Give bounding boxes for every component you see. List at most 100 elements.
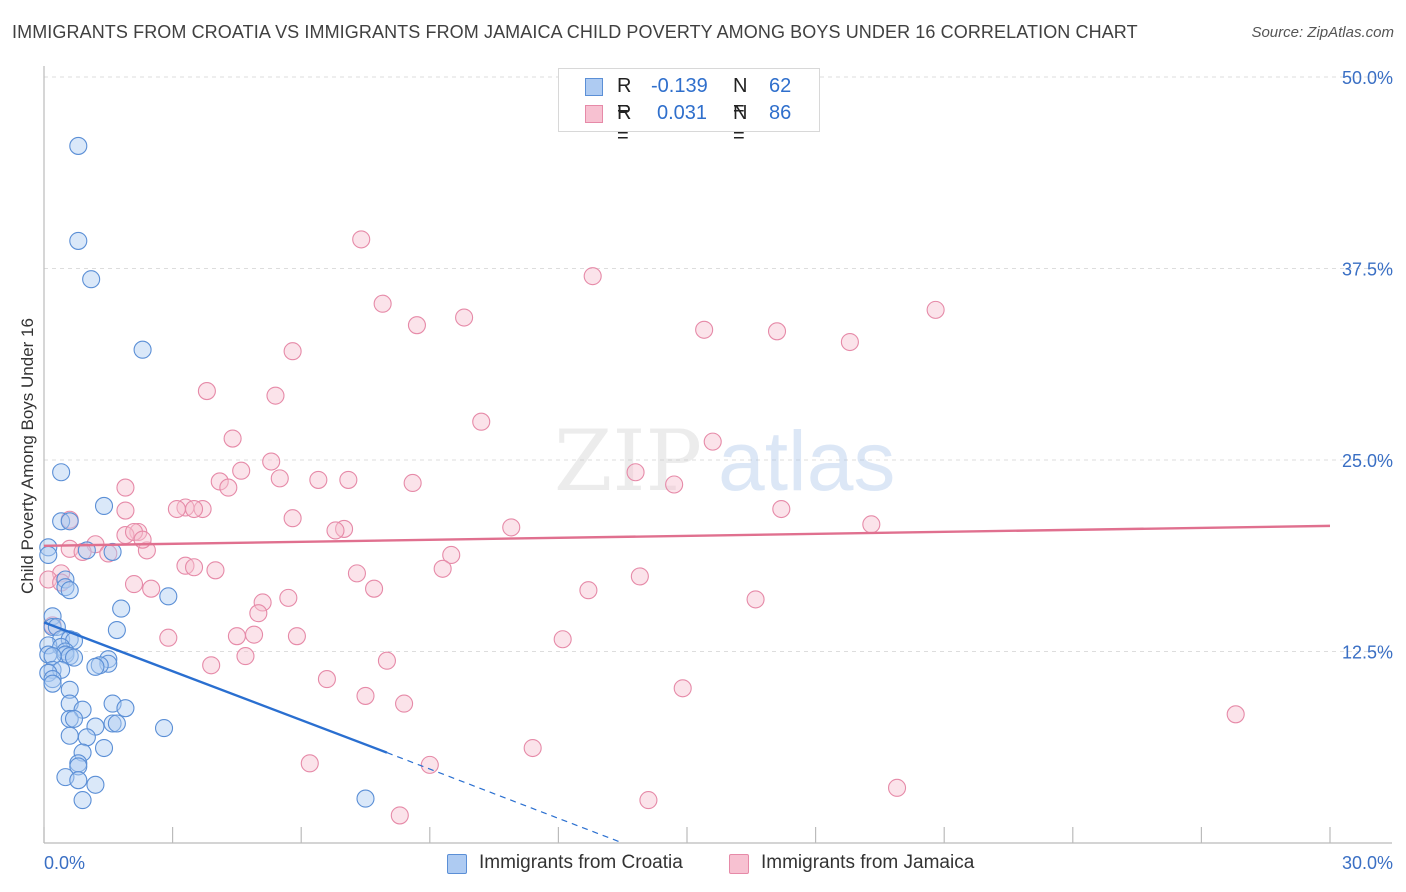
y-tick-label: 50.0% (1342, 68, 1393, 88)
croatia-point (43, 617, 62, 637)
jamaica-legend-label: Immigrants from Jamaica (761, 852, 975, 873)
croatia-legend-swatch (447, 854, 467, 874)
jamaica-point (772, 499, 791, 519)
jamaica-point (352, 230, 371, 249)
jamaica-point (746, 590, 765, 609)
jamaica-point (184, 558, 204, 577)
n-value: 62 (769, 75, 792, 97)
croatia-point (133, 340, 152, 359)
jamaica-point (673, 679, 692, 698)
jamaica-point (283, 509, 302, 528)
croatia-point (43, 670, 62, 689)
n-label: N = (733, 75, 748, 120)
grid-lines (44, 76, 1392, 652)
jamaica-point (339, 470, 358, 489)
croatia-trend-extension (386, 752, 623, 844)
jamaica-point (583, 267, 602, 286)
series-croatia (39, 136, 375, 810)
jamaica-point (159, 628, 178, 647)
correlation-legend: R = -0.139 N = 62 R = 0.031 N = 86 (558, 68, 820, 147)
jamaica-swatch (585, 105, 603, 123)
croatia-point (86, 775, 105, 794)
croatia-point (82, 270, 101, 289)
jamaica-point (219, 478, 238, 497)
jamaica-point (197, 382, 216, 401)
croatia-point (64, 648, 84, 667)
jamaica-point (249, 604, 268, 623)
jamaica-point (232, 461, 251, 480)
jamaica-point (116, 478, 135, 497)
x-tick-label: 0.0% (44, 853, 85, 873)
jamaica-point (630, 567, 649, 586)
croatia-point (77, 728, 96, 747)
croatia-point (60, 726, 79, 745)
croatia-point (154, 719, 174, 738)
y-tick-label: 37.5% (1342, 260, 1393, 280)
jamaica-point (403, 473, 422, 493)
n-value: 86 (769, 102, 792, 124)
jamaica-point (133, 530, 152, 549)
croatia-point (94, 738, 114, 758)
jamaica-point (626, 463, 645, 482)
jamaica-point (887, 778, 907, 797)
croatia-point (94, 496, 114, 516)
croatia-point (112, 599, 131, 618)
jamaica-point (472, 412, 491, 431)
jamaica-point (270, 469, 289, 488)
croatia-point (116, 699, 135, 718)
jamaica-point (142, 579, 161, 598)
tick-labels: 12.5% 25.0% 37.5% 50.0% 0.0% 30.0% (44, 68, 1393, 873)
jamaica-point (262, 452, 281, 471)
jamaica-point (579, 581, 598, 600)
trend-lines (43, 524, 1331, 844)
jamaica-point (356, 686, 375, 705)
jamaica-point (184, 499, 204, 519)
jamaica-point (253, 593, 272, 612)
jamaica-point (309, 470, 328, 489)
jamaica-point (300, 754, 319, 773)
axes (43, 66, 1392, 844)
croatia-point (43, 674, 62, 693)
y-tick-label: 25.0% (1342, 451, 1393, 471)
jamaica-point (202, 656, 221, 675)
y-tick-label: 12.5% (1342, 643, 1393, 663)
croatia-point (73, 743, 92, 762)
n-label: N = (733, 102, 748, 147)
y-axis-label: Child Poverty Among Boys Under 16 (18, 318, 37, 594)
croatia-trend-line (43, 621, 388, 754)
r-value: 0.031 (657, 102, 708, 124)
jamaica-point (266, 386, 285, 405)
jamaica-point (767, 322, 787, 341)
croatia-point (69, 136, 88, 155)
croatia-point (52, 463, 71, 482)
croatia-point (56, 570, 75, 589)
jamaica-point (206, 561, 225, 580)
croatia-point (39, 538, 58, 557)
jamaica-point (287, 627, 306, 646)
jamaica-point (116, 501, 135, 520)
croatia-point (69, 771, 88, 790)
chart-title: IMMIGRANTS FROM CROATIA VS IMMIGRANTS FR… (12, 22, 1138, 42)
jamaica-point (455, 308, 474, 327)
croatia-point (39, 545, 58, 565)
croatia-point (60, 680, 79, 699)
croatia-point (69, 757, 88, 776)
croatia-point (107, 621, 126, 640)
croatia-point (69, 231, 88, 250)
jamaica-point (317, 670, 336, 689)
jamaica-point (390, 806, 409, 825)
jamaica-point (377, 651, 396, 670)
watermark-zip: ZIP (554, 412, 702, 510)
jamaica-point (373, 294, 392, 313)
jamaica-point (703, 432, 722, 451)
watermark: ZIP atlas (554, 412, 895, 510)
jamaica-point (420, 755, 439, 774)
jamaica-point (279, 588, 298, 607)
jamaica-point (137, 541, 156, 560)
jamaica-point (227, 627, 246, 646)
jamaica-point (639, 791, 658, 810)
watermark-atlas: atlas (718, 414, 895, 508)
croatia-point (356, 789, 375, 808)
r-value: -0.139 (651, 75, 708, 97)
